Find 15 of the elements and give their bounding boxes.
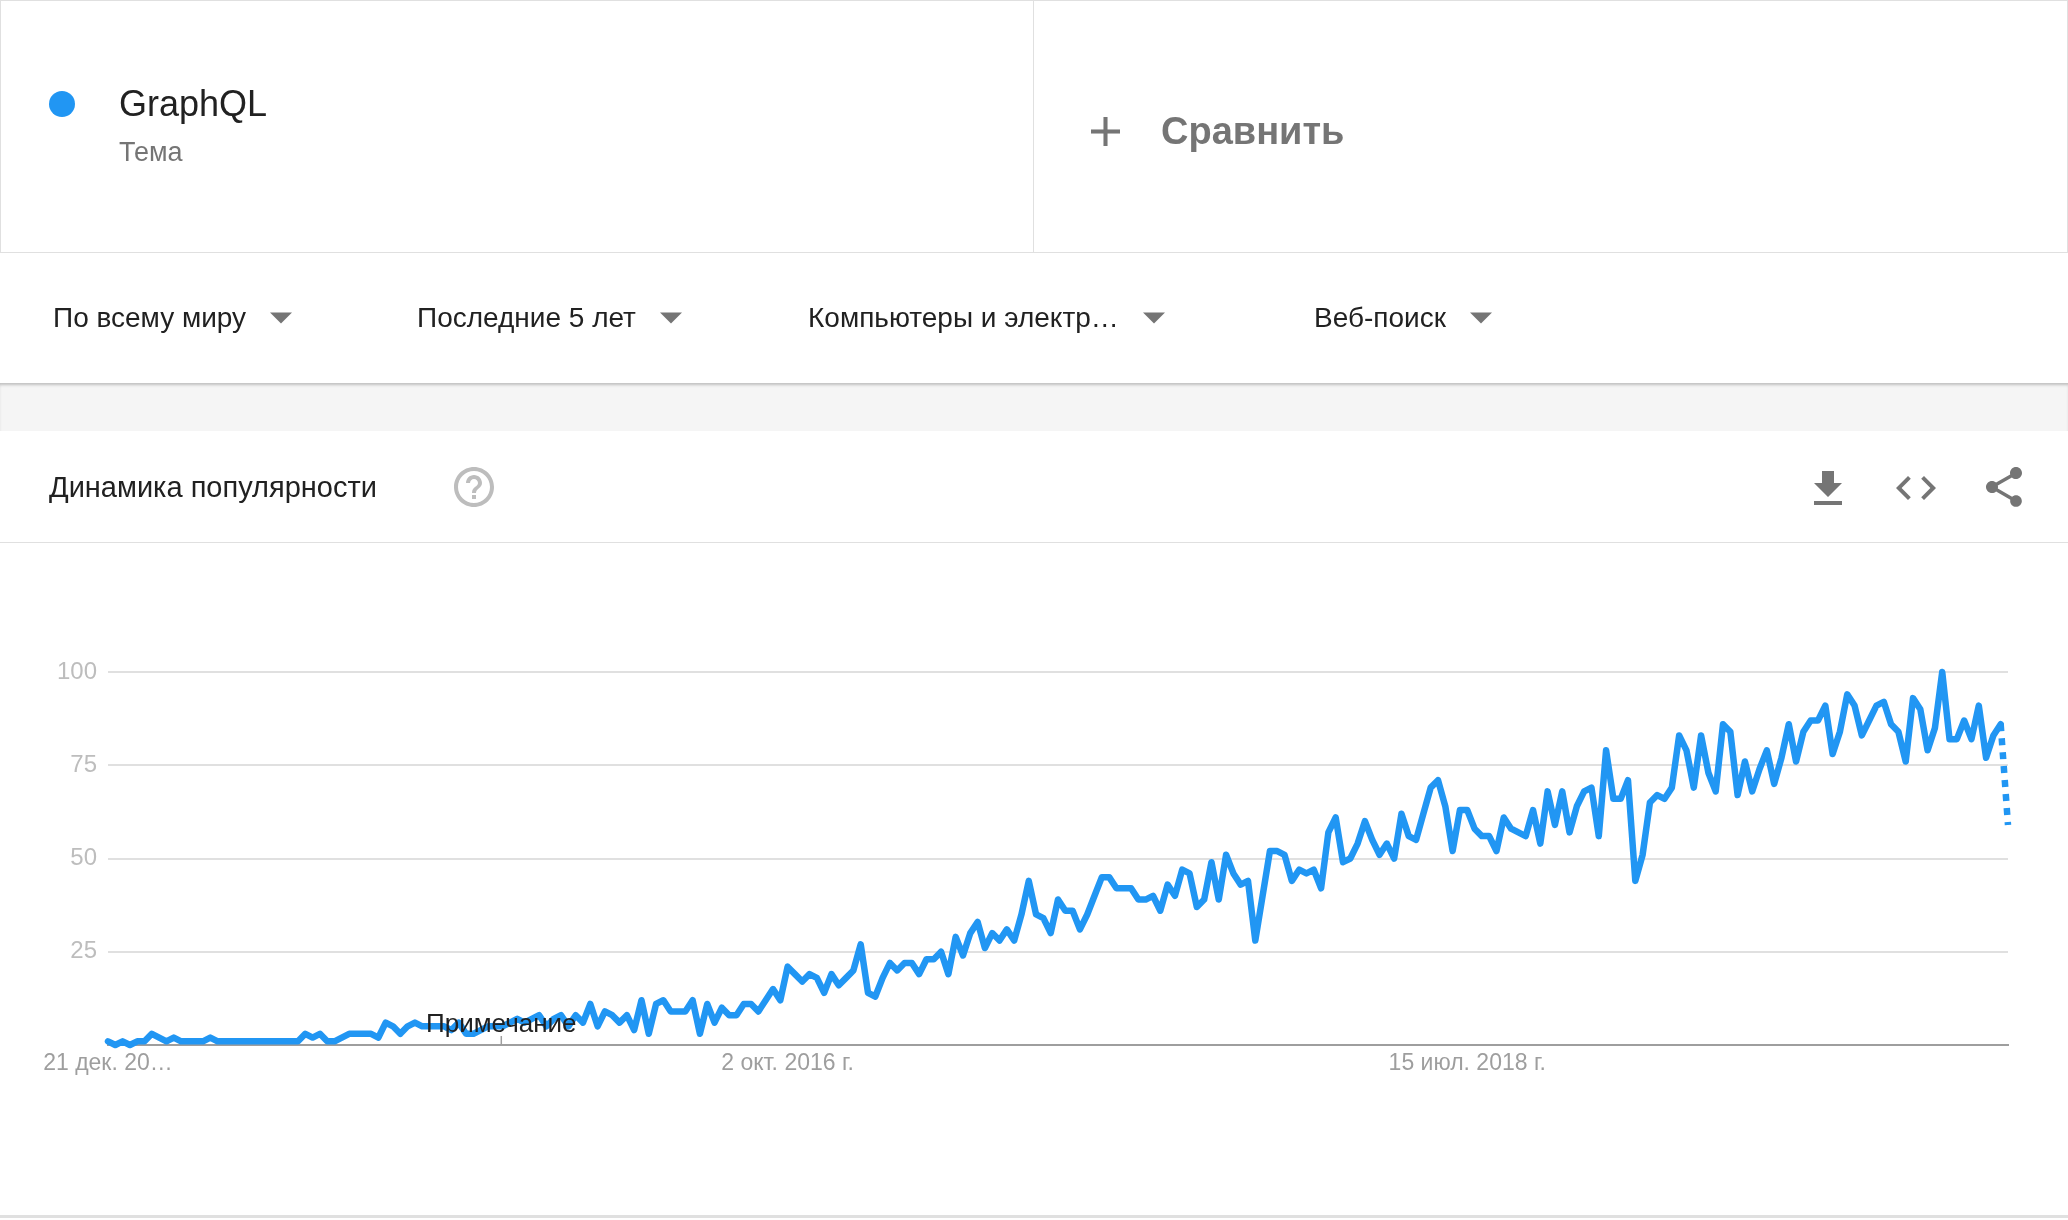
text: Сравнить bbox=[1161, 109, 1345, 153]
text: Тема bbox=[119, 136, 183, 168]
legend-label: GraphQL bbox=[119, 82, 268, 126]
x-tick-label: 2 окт. 2016 г. bbox=[721, 1049, 854, 1076]
x-tick-label: 15 июл. 2018 г. bbox=[1388, 1049, 1546, 1076]
x-tick-label: 21 дек. 20… bbox=[43, 1049, 173, 1076]
y-tick-label: 100 bbox=[56, 656, 97, 684]
y-tick-label: 25 bbox=[70, 936, 97, 964]
text: По всему миру bbox=[53, 302, 247, 334]
y-tick-label: 50 bbox=[70, 843, 97, 871]
chart-title: Динамика популярности bbox=[49, 470, 377, 504]
text: Последние 5 лет bbox=[417, 302, 636, 334]
y-tick-label: 75 bbox=[70, 749, 97, 777]
text: Компьютеры и электр… bbox=[808, 302, 1119, 334]
text: Веб-поиск bbox=[1314, 302, 1446, 334]
